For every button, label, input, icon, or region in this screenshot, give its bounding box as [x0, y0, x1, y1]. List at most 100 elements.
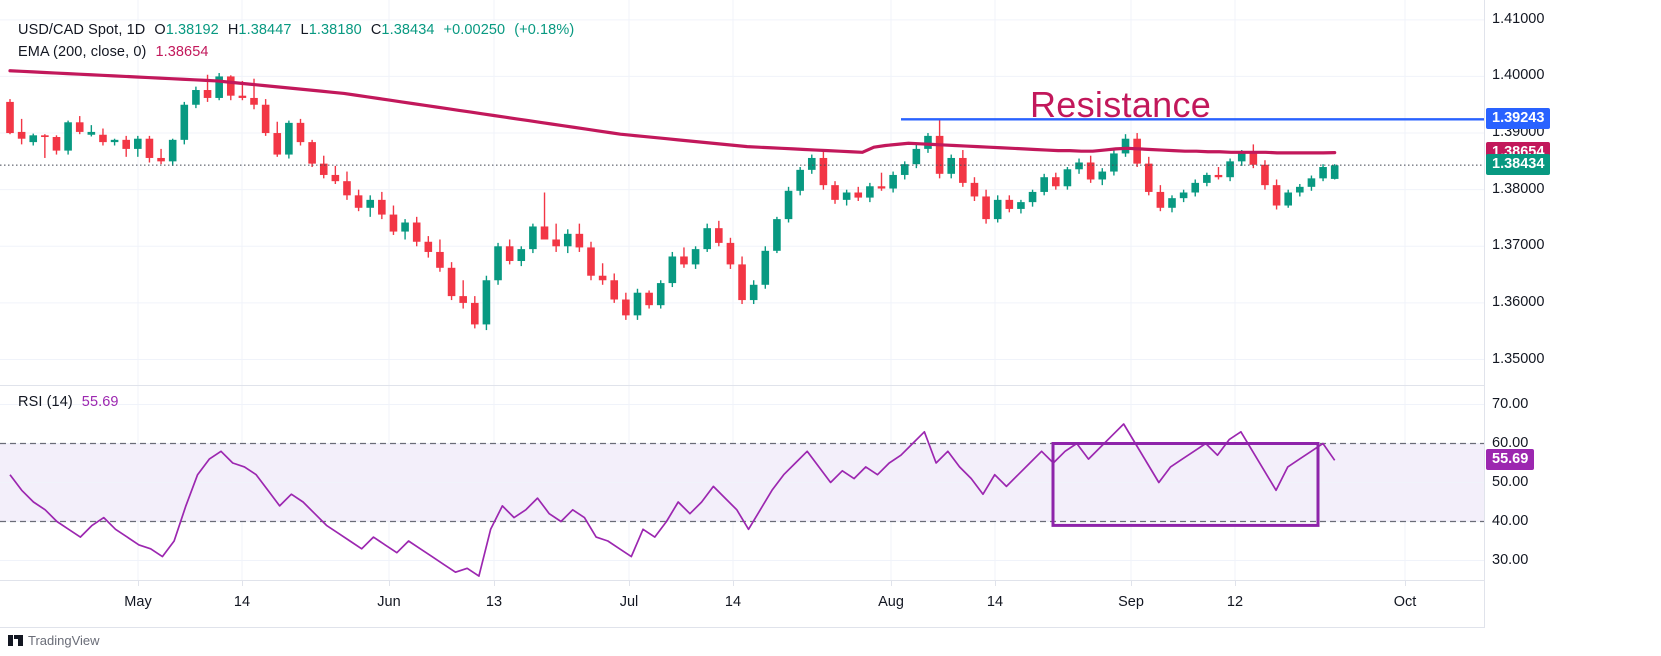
candle-body	[122, 139, 130, 149]
candle-body	[993, 199, 1002, 220]
candle-body	[854, 192, 863, 198]
candle-body	[633, 292, 642, 316]
candle-body	[703, 228, 711, 250]
time-axis-tick	[733, 580, 734, 586]
rsi-axis-tick-70: 70.00	[1492, 395, 1529, 412]
candle-body	[552, 239, 560, 247]
open-label: O	[154, 22, 166, 38]
ema-200-line	[8, 69, 1337, 155]
pane-separator-3	[0, 627, 1484, 628]
candle-body	[1098, 171, 1107, 180]
tradingview-watermark[interactable]: TradingView	[8, 633, 100, 648]
candle-body	[738, 264, 746, 301]
candle-body	[935, 135, 944, 174]
time-axis-tick	[138, 580, 139, 586]
rsi-plot	[0, 385, 1484, 580]
last-price-tag[interactable]: 1.38434	[1486, 154, 1551, 176]
candle-body	[1110, 153, 1118, 172]
time-axis-label: May	[124, 594, 152, 610]
price-axis-tick-137000: 1.37000	[1492, 237, 1545, 254]
candle-body	[17, 131, 26, 139]
price-axis-tick-135000: 1.35000	[1492, 350, 1545, 367]
candle-body	[180, 104, 189, 140]
price-axis[interactable]: 1.41000 1.40000 1.39000 1.38000 1.37000 1.360…	[1484, 0, 1661, 628]
candle-body	[1284, 192, 1292, 206]
time-axis-label: 13	[485, 594, 503, 610]
rsi-pane[interactable]	[0, 385, 1484, 580]
candle-body	[1168, 198, 1176, 208]
time-axis-label: 12	[1226, 594, 1244, 610]
candle-body	[1226, 161, 1234, 178]
candle-body	[715, 228, 723, 243]
candle-body	[622, 299, 630, 316]
candle-body	[924, 135, 932, 149]
candle-body	[1319, 167, 1327, 179]
candle-body	[1156, 191, 1165, 208]
candle-body	[308, 142, 316, 164]
candle-body	[773, 219, 781, 251]
candle-body	[319, 163, 328, 175]
pane-separator-1[interactable]	[0, 385, 1484, 386]
candle-body	[563, 233, 572, 247]
candle-body	[1052, 177, 1060, 187]
candle-body	[459, 296, 467, 303]
candle-body	[761, 250, 770, 285]
candle-body	[238, 95, 247, 98]
candle-body	[52, 137, 61, 151]
time-axis-label: Jun	[377, 594, 401, 610]
candle-body	[215, 76, 223, 98]
candle-body	[959, 157, 967, 183]
change-value: +0.00250	[443, 22, 506, 38]
candle-body	[1272, 185, 1281, 206]
candle-body	[447, 267, 456, 297]
candle-body	[343, 181, 351, 196]
time-axis-label: 14	[724, 594, 742, 610]
candle-body	[412, 222, 421, 242]
ema-value: 1.38654	[155, 44, 209, 60]
ema-label[interactable]: EMA (200, close, 0)	[18, 44, 147, 60]
symbol-label[interactable]: USD/CAD Spot, 1D	[18, 22, 146, 38]
time-axis-tick	[995, 580, 996, 586]
candle-body	[482, 280, 491, 325]
rsi-axis-tick-60: 60.00	[1492, 434, 1529, 451]
time-axis-tick	[1131, 580, 1132, 586]
candle-body	[947, 157, 956, 174]
candle-body	[64, 122, 72, 151]
price-axis-tick-136000: 1.36000	[1492, 293, 1545, 310]
price-axis-tick-138000: 1.38000	[1492, 180, 1545, 197]
open-value: 1.38192	[165, 22, 219, 38]
time-axis[interactable]: May 14 Jun 13 Jul 14 Aug 14 Sep 12 Oct	[0, 580, 1484, 628]
candle-body	[424, 241, 433, 252]
price-pane[interactable]	[0, 0, 1484, 385]
candle-body	[436, 251, 444, 268]
candle-body	[99, 134, 107, 143]
price-axis-tick-141000: 1.41000	[1492, 10, 1545, 27]
candle-body	[389, 214, 398, 232]
rsi-label[interactable]: RSI (14)	[18, 394, 73, 410]
rsi-legend[interactable]: RSI (14) 55.69	[18, 394, 119, 410]
candle-body	[192, 90, 200, 105]
candle-body	[1307, 178, 1316, 187]
price-plot	[0, 0, 1484, 385]
resistance-price-tag[interactable]: 1.39243	[1486, 108, 1551, 130]
price-axis-tick-140000: 1.40000	[1492, 67, 1545, 84]
time-axis-tick	[1405, 580, 1406, 586]
candle-body	[1179, 192, 1188, 199]
candle-body	[505, 246, 514, 262]
candle-body	[691, 249, 700, 265]
candle-body	[331, 174, 340, 182]
candle-body	[877, 186, 886, 189]
candle-body	[6, 101, 14, 134]
candle-body	[1261, 164, 1269, 186]
candle-body	[866, 186, 874, 198]
candle-body	[726, 242, 735, 265]
rsi-value-tag[interactable]: 55.69	[1486, 449, 1535, 471]
candle-body	[1086, 162, 1095, 180]
ema-legend[interactable]: EMA (200, close, 0) 1.38654	[18, 44, 209, 60]
time-axis-label: 14	[233, 594, 251, 610]
candle-body	[831, 185, 839, 200]
candle-body	[285, 122, 293, 155]
price-legend[interactable]: USD/CAD Spot, 1D O1.38192 H1.38447 L1.38180…	[18, 22, 574, 38]
resistance-annotation[interactable]: Resistance	[1030, 84, 1212, 125]
